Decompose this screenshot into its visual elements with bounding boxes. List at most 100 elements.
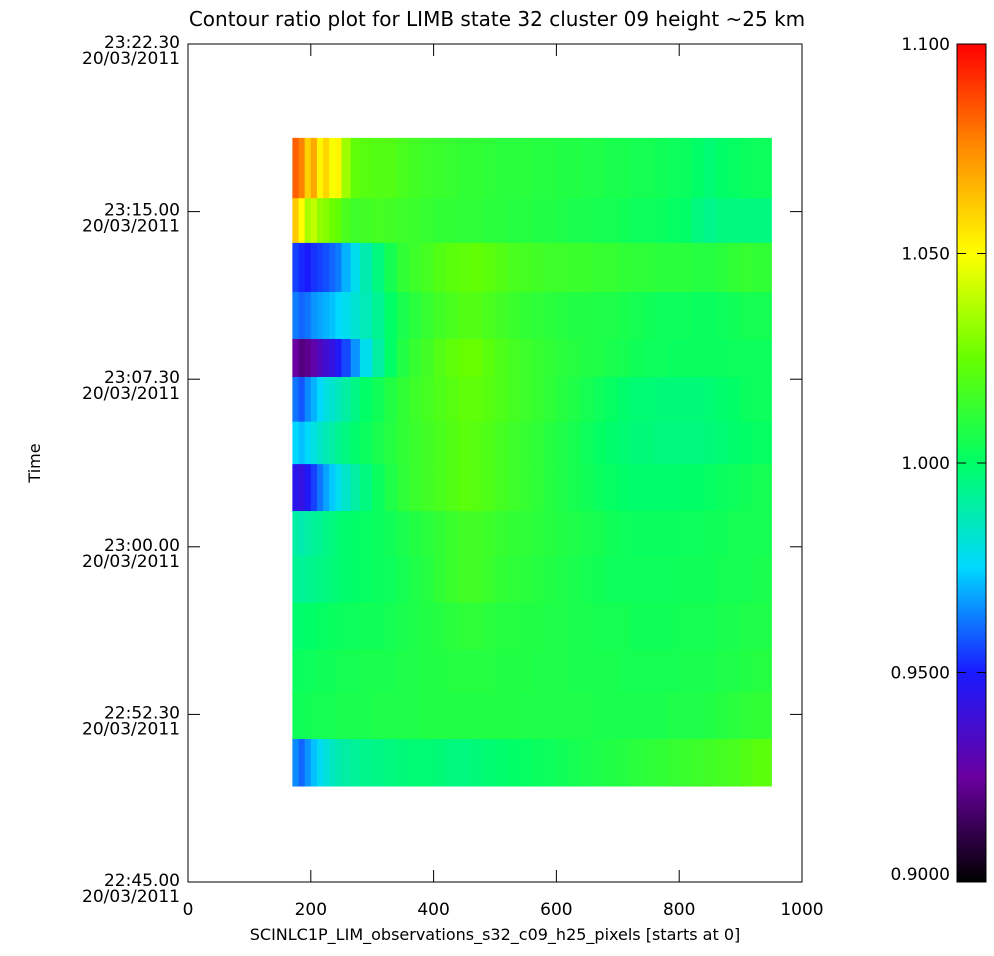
heatmap-cell [654,242,668,293]
heatmap-cell [445,738,459,787]
heatmap-cell [433,242,447,293]
heatmap-cell [458,376,472,423]
heatmap-cell [544,198,557,244]
heatmap-cell [329,692,336,740]
heatmap-cell [580,464,594,512]
heatmap-cell [568,511,582,557]
heatmap-cell [310,738,318,787]
heatmap-cell [292,421,300,465]
heatmap-cell [359,376,373,423]
heatmap-cell [495,555,508,604]
heatmap-cell [752,602,772,651]
heatmap-cell [359,555,373,604]
heatmap-cell [350,292,361,340]
heatmap-cell [716,602,729,651]
heatmap-cell [630,137,643,199]
heatmap-cell [335,649,343,693]
heatmap-cell [531,198,545,244]
heatmap-cell [691,198,705,244]
heatmap-cell [495,421,508,465]
heatmap-cell [507,198,521,244]
heatmap-cell [605,649,619,693]
heatmap-cell [654,292,668,340]
heatmap-cell [409,137,422,199]
heatmap-cell [691,649,705,693]
heatmap-cell [292,692,300,740]
heatmap-cell [544,692,557,740]
heatmap-cell [617,198,631,244]
heatmap-cell [752,338,772,378]
heatmap-cell [679,242,693,293]
heatmap-cell [335,464,343,512]
heatmap-cell [396,137,410,199]
heatmap-cell [298,376,306,423]
heatmap-cell [298,242,306,293]
heatmap-cell [304,464,312,512]
heatmap-cell [495,649,508,693]
y-tick-date-label: 20/03/2011 [82,719,180,739]
heatmap-cell [752,738,772,787]
heatmap-cell [292,242,300,293]
heatmap-cell [396,649,410,693]
heatmap-cell [531,511,545,557]
heatmap-cell [568,338,582,378]
x-tick-label: 800 [663,900,695,920]
heatmap-cell [740,292,754,340]
heatmap-cell [409,242,422,293]
heatmap-cell [359,602,373,651]
heatmap-cell [728,649,742,693]
heatmap-cell [495,692,508,740]
heatmap-cell [556,555,570,604]
heatmap-cell [359,421,373,465]
heatmap-cell [580,692,594,740]
heatmap-cell [323,649,330,693]
heatmap-cell [298,464,306,512]
heatmap-cell [310,555,318,604]
heatmap-cell [617,338,631,378]
heatmap-cell [654,511,668,557]
heatmap-cell [544,376,557,423]
heatmap-cell [445,338,459,378]
heatmap-cell [335,511,343,557]
heatmap-cell [409,511,422,557]
heatmap-cell [740,602,754,651]
heatmap-cell [666,242,680,293]
heatmap-cell [350,555,361,604]
heatmap-cell [458,555,472,604]
heatmap-cell [728,198,742,244]
heatmap-cell [568,292,582,340]
heatmap-cell [531,338,545,378]
heatmap-cell [433,376,447,423]
heatmap-cell [341,602,352,651]
heatmap-cell [728,555,742,604]
heatmap-cell [679,198,693,244]
heatmap-cell [421,649,435,693]
heatmap-cell [568,137,582,199]
heatmap-cell [329,555,336,604]
heatmap-cell [458,242,472,293]
heatmap-cell [593,649,607,693]
heatmap-cell [630,198,643,244]
heatmap-cell [310,511,318,557]
colorbar-tick-label: 1.100 [901,35,950,55]
heatmap-cell [617,738,631,787]
heatmap-cell [433,338,447,378]
heatmap-cell [372,738,386,787]
heatmap-cell [359,242,373,293]
heatmap-cell [728,692,742,740]
heatmap-cell [298,602,306,651]
heatmap-cell [482,738,496,787]
heatmap-cell [654,421,668,465]
heatmap-cell [310,376,318,423]
heatmap-cell [316,338,324,378]
heatmap-cell [580,511,594,557]
heatmap-cell [654,137,668,199]
heatmap-cell [470,692,484,740]
heatmap-cell [350,198,361,244]
heatmap-cell [679,338,693,378]
heatmap-cell [593,738,607,787]
heatmap-cell [691,421,705,465]
heatmap-cell [396,602,410,651]
heatmap-cell [384,511,398,557]
heatmap-cell [580,198,594,244]
